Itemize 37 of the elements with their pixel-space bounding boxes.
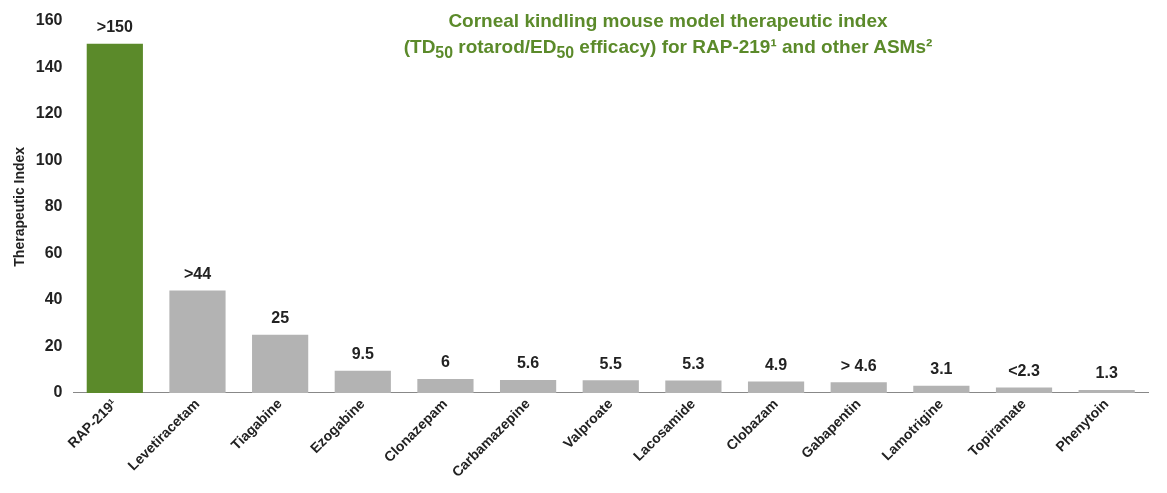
y-tick-label: 60: [44, 243, 63, 261]
bar: [334, 370, 391, 393]
bar: [913, 385, 970, 393]
bar: [499, 379, 557, 393]
bar: [169, 290, 226, 393]
bar: [86, 43, 143, 393]
data-label: <2.3: [1008, 362, 1040, 379]
y-tick-label: 80: [44, 197, 63, 215]
y-tick-label: 140: [35, 57, 63, 75]
bar: [830, 382, 887, 393]
chart-title: Corneal kindling mouse model therapeutic index (TD$_{50}$ rotarod/ED$_{50}$ efficacy) for RAP-219¹ and other ASMs²: [402, 9, 934, 63]
y-tick-label: 100: [35, 150, 63, 168]
bar: [252, 334, 309, 393]
data-label: 3.1: [930, 360, 953, 378]
bar: [665, 380, 722, 393]
data-label: 5.5: [599, 354, 622, 372]
data-label: > 4.6: [840, 356, 877, 374]
y-tick-label: 0: [53, 383, 63, 401]
data-label: 25: [271, 309, 290, 327]
y-tick-label: 120: [35, 104, 63, 122]
data-label: 9.5: [351, 345, 374, 363]
bar: [417, 378, 474, 393]
data-label: 5.3: [682, 355, 705, 373]
bar: [747, 381, 805, 393]
data-label: 5.6: [516, 354, 540, 372]
bar: [1078, 389, 1135, 393]
bar: [582, 380, 639, 393]
y-tick-label: 40: [44, 290, 63, 308]
bar: [995, 387, 1053, 393]
y-tick-label: 160: [35, 11, 63, 29]
y-tick-label: 20: [44, 336, 63, 354]
y-axis-title: Therapeutic Index: [11, 146, 28, 267]
data-label: 1.3: [1095, 364, 1118, 382]
data-label: >44: [183, 264, 212, 282]
data-label: >150: [96, 18, 133, 36]
data-label: 4.9: [764, 355, 788, 373]
data-label: 6: [440, 353, 450, 371]
